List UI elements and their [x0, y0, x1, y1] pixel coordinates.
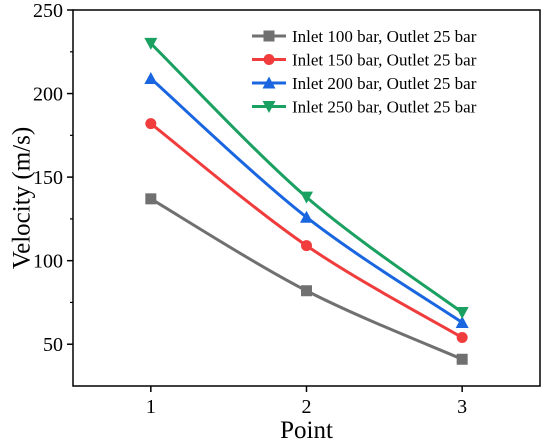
series-4: [144, 37, 469, 319]
data-point: [300, 191, 313, 204]
legend-marker: [263, 54, 275, 65]
x-tick-label: 3: [457, 396, 467, 418]
legend-item: Inlet 150 bar, Outlet 25 bar: [252, 51, 477, 70]
series-2: [145, 118, 468, 344]
legend-marker: [262, 101, 276, 113]
y-tick-label: 200: [33, 84, 63, 106]
legend-label: Inlet 100 bar, Outlet 25 bar: [292, 27, 477, 46]
data-point: [144, 72, 158, 85]
series-line: [149, 122, 463, 339]
series-1: [145, 193, 468, 365]
x-tick-label: 2: [302, 396, 312, 418]
data-point: [455, 315, 469, 328]
legend-label: Inlet 200 bar, Outlet 25 bar: [292, 74, 477, 93]
x-tick-label: 1: [146, 396, 156, 418]
data-point: [301, 285, 312, 297]
legend-label: Inlet 250 bar, Outlet 25 bar: [292, 98, 477, 117]
data-point: [144, 37, 158, 50]
data-point: [301, 240, 312, 252]
data-point: [300, 210, 313, 223]
data-point: [455, 306, 469, 319]
legend-item: Inlet 100 bar, Outlet 25 bar: [252, 27, 477, 46]
legend-label: Inlet 150 bar, Outlet 25 bar: [292, 51, 477, 70]
y-axis-title: Velocity (m/s): [9, 127, 36, 269]
y-tick-label: 250: [33, 0, 63, 22]
y-tick-label: 100: [33, 251, 63, 273]
data-point: [456, 353, 468, 365]
legend-marker: [263, 30, 275, 42]
legend-item: Inlet 200 bar, Outlet 25 bar: [252, 74, 477, 93]
y-tick-label: 150: [33, 167, 63, 189]
legend-item: Inlet 250 bar, Outlet 25 bar: [252, 98, 477, 117]
legend-marker: [262, 76, 276, 89]
series-group: [144, 37, 469, 365]
y-tick-label: 50: [43, 334, 63, 356]
x-axis-title: Point: [280, 417, 333, 444]
data-point: [145, 193, 157, 205]
data-point: [456, 332, 468, 344]
series-3: [144, 72, 469, 328]
legend: Inlet 100 bar, Outlet 25 bar Inlet 150 ba…: [252, 27, 477, 117]
data-point: [145, 118, 157, 130]
axes: 1 2 3 50 100 150 200 250: [33, 0, 541, 418]
